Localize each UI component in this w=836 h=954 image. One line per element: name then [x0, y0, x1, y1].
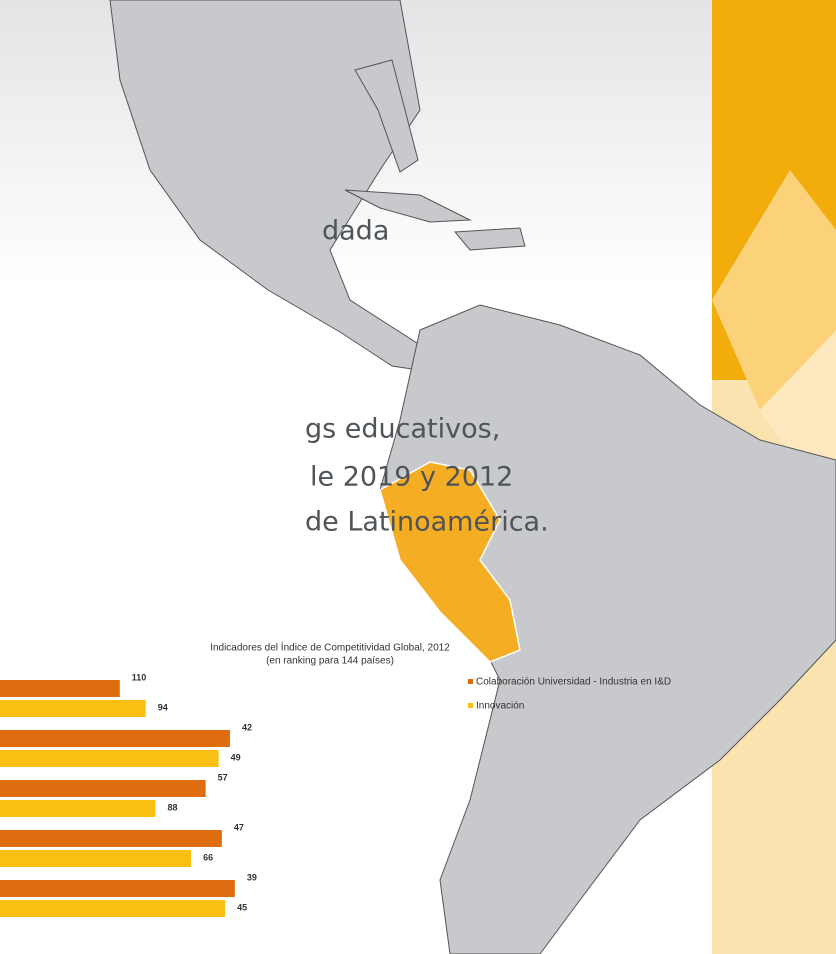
- legend-label: Innovación: [476, 701, 524, 712]
- band-pattern: [712, 170, 836, 410]
- body-line: de Latinoamérica.: [305, 507, 549, 538]
- bar: [0, 730, 230, 747]
- body-line: gs educativos,: [305, 414, 500, 445]
- map-north: [109, 0, 433, 373]
- bar: [0, 780, 206, 797]
- map-florida: [354, 59, 419, 173]
- map-peru: [379, 461, 521, 663]
- map-island: [453, 227, 526, 251]
- value-label: 49: [231, 752, 241, 762]
- chart-subtitle: (en ranking para 144 países): [266, 656, 394, 667]
- bar: [0, 880, 235, 897]
- value-label: 66: [203, 852, 213, 862]
- bar: [0, 750, 219, 767]
- value-label: 88: [167, 802, 177, 812]
- bar: [0, 900, 226, 917]
- bar: [0, 850, 192, 867]
- value-label: 45: [237, 902, 247, 912]
- legend-swatch: [468, 679, 473, 684]
- value-label: 39: [247, 872, 257, 882]
- legend-label: Colaboración Universidad - Industria en …: [476, 677, 671, 688]
- value-label: 94: [158, 702, 168, 712]
- value-label: 42: [242, 722, 252, 732]
- legend-swatch: [468, 703, 473, 708]
- bar: [0, 700, 146, 717]
- value-label: 57: [218, 772, 228, 782]
- map-island: [344, 189, 472, 223]
- bar: [0, 680, 120, 697]
- map: [109, 0, 836, 954]
- value-label: 110: [132, 672, 147, 682]
- heading-fragment: dada: [322, 216, 389, 247]
- bar: [0, 830, 222, 847]
- bar: [0, 800, 156, 817]
- chart-title: Indicadores del Índice de Competitividad…: [210, 641, 450, 654]
- body-line: le 2019 y 2012: [310, 462, 513, 493]
- value-label: 47: [234, 822, 244, 832]
